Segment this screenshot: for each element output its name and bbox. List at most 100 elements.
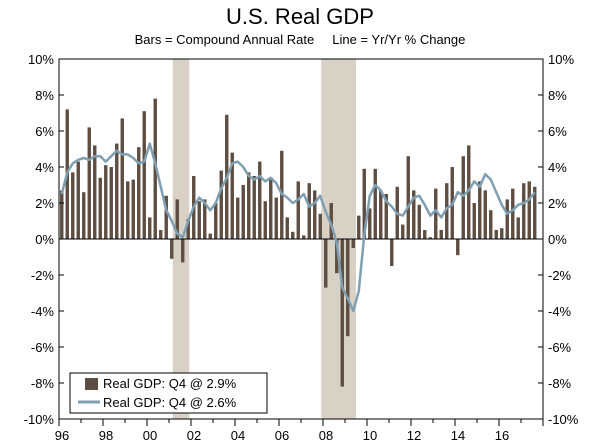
gdp-bar <box>489 210 493 239</box>
gdp-bar <box>181 239 185 263</box>
y-tick-label-right: -10% <box>548 412 579 427</box>
x-tick-label: 12 <box>407 428 421 443</box>
gdp-bar <box>285 217 289 239</box>
gdp-bar <box>236 197 240 239</box>
y-tick-label-right: 4% <box>548 160 567 175</box>
gdp-bar <box>252 176 256 239</box>
gdp-bar <box>291 231 295 239</box>
gdp-bar <box>423 230 427 239</box>
gdp-bar <box>82 192 86 239</box>
y-tick-label-left: 10% <box>28 52 54 67</box>
gdp-bar <box>390 239 394 266</box>
gdp-bar <box>428 237 432 239</box>
gdp-bar <box>230 152 234 239</box>
gdp-bar <box>324 239 328 288</box>
gdp-bar <box>307 183 311 239</box>
gdp-bar <box>274 197 278 239</box>
y-tick-label-left: 8% <box>35 88 54 103</box>
gdp-bar <box>131 179 135 239</box>
gdp-bar <box>263 201 267 239</box>
gdp-bar <box>175 199 179 239</box>
gdp-bar <box>533 186 537 239</box>
y-tick-label-left: 6% <box>35 124 54 139</box>
gdp-bar <box>214 203 218 239</box>
gdp-bar <box>527 181 531 239</box>
y-tick-label-right: -6% <box>548 340 572 355</box>
y-tick-label-right: 6% <box>548 124 567 139</box>
y-tick-label-right: 10% <box>548 52 574 67</box>
gdp-bar <box>219 170 223 239</box>
y-axis-left: -10% -8% -6% -4% -2% 0% 2% 4% 6% 8% 10% <box>24 52 64 427</box>
gdp-bar <box>142 111 146 239</box>
x-tick-label: 02 <box>187 428 201 443</box>
gdp-bar <box>318 213 322 239</box>
x-tick-label: 16 <box>495 428 509 443</box>
gdp-bar <box>461 156 465 239</box>
gdp-bar <box>483 190 487 239</box>
gdp-bar <box>379 190 383 239</box>
gdp-bar <box>384 194 388 239</box>
x-tick-label: 06 <box>275 428 289 443</box>
gdp-bar <box>357 215 361 239</box>
gdp-bar <box>511 188 515 239</box>
y-tick-label-left: -10% <box>24 412 55 427</box>
gdp-bar <box>351 239 355 248</box>
x-tick-label: 00 <box>143 428 157 443</box>
gdp-bar <box>412 190 416 239</box>
bar-series <box>60 98 537 387</box>
gdp-bar <box>302 235 306 239</box>
gdp-bar <box>445 183 449 239</box>
y-tick-label-right: -4% <box>548 304 572 319</box>
gdp-bar <box>434 188 438 239</box>
x-axis: 96 98 00 02 04 06 08 10 12 14 16 <box>55 419 544 443</box>
gdp-bar <box>335 239 339 274</box>
y-tick-label-left: 0% <box>35 232 54 247</box>
chart-title: U.S. Real GDP <box>226 4 374 29</box>
gdp-bar <box>258 161 262 239</box>
gdp-bar <box>115 143 119 239</box>
gdp-bar <box>137 147 141 239</box>
legend-bar-label: Real GDP: Q4 @ 2.9% <box>103 376 237 391</box>
gdp-bar <box>313 190 317 239</box>
gdp-bar <box>478 181 482 239</box>
gdp-bar <box>203 199 207 239</box>
gdp-bar <box>186 219 190 239</box>
legend-line-label: Real GDP: Q4 @ 2.6% <box>103 395 237 410</box>
gdp-bar <box>241 185 245 239</box>
gdp-bar <box>505 199 509 239</box>
y-tick-label-right: 8% <box>548 88 567 103</box>
gdp-bar <box>170 239 174 259</box>
gdp-bar <box>60 190 64 239</box>
gdp-bar <box>401 224 405 239</box>
x-tick-label: 04 <box>231 428 245 443</box>
gdp-bar <box>329 203 333 239</box>
x-tick-label: 08 <box>319 428 333 443</box>
gdp-bar <box>373 168 377 239</box>
gdp-bar <box>159 230 163 239</box>
gdp-bar <box>439 230 443 239</box>
gdp-bar <box>516 217 520 239</box>
gdp-bar <box>93 145 97 239</box>
legend-bar-swatch <box>85 378 98 390</box>
gdp-bar <box>164 195 168 239</box>
gdp-bar <box>126 181 130 239</box>
gdp-bar <box>76 161 80 239</box>
gdp-bar <box>522 183 526 239</box>
yoy-line-series <box>60 142 536 313</box>
gdp-bar <box>456 239 460 256</box>
x-tick-label: 98 <box>99 428 113 443</box>
y-tick-label-left: -2% <box>31 268 55 283</box>
gdp-bar <box>472 203 476 239</box>
gdp-bar <box>120 118 124 239</box>
gdp-bar <box>208 233 212 239</box>
gdp-bar <box>197 201 201 239</box>
gdp-bar <box>368 208 372 239</box>
y-tick-label-right: 0% <box>548 232 567 247</box>
gdp-bar <box>417 204 421 239</box>
gdp-bar <box>340 239 344 387</box>
y-tick-label-right: -2% <box>548 268 572 283</box>
gdp-bar <box>362 168 366 239</box>
legend: Real GDP: Q4 @ 2.9% Real GDP: Q4 @ 2.6% <box>69 372 268 414</box>
gdp-bar <box>500 228 504 239</box>
legend-box <box>69 372 268 414</box>
